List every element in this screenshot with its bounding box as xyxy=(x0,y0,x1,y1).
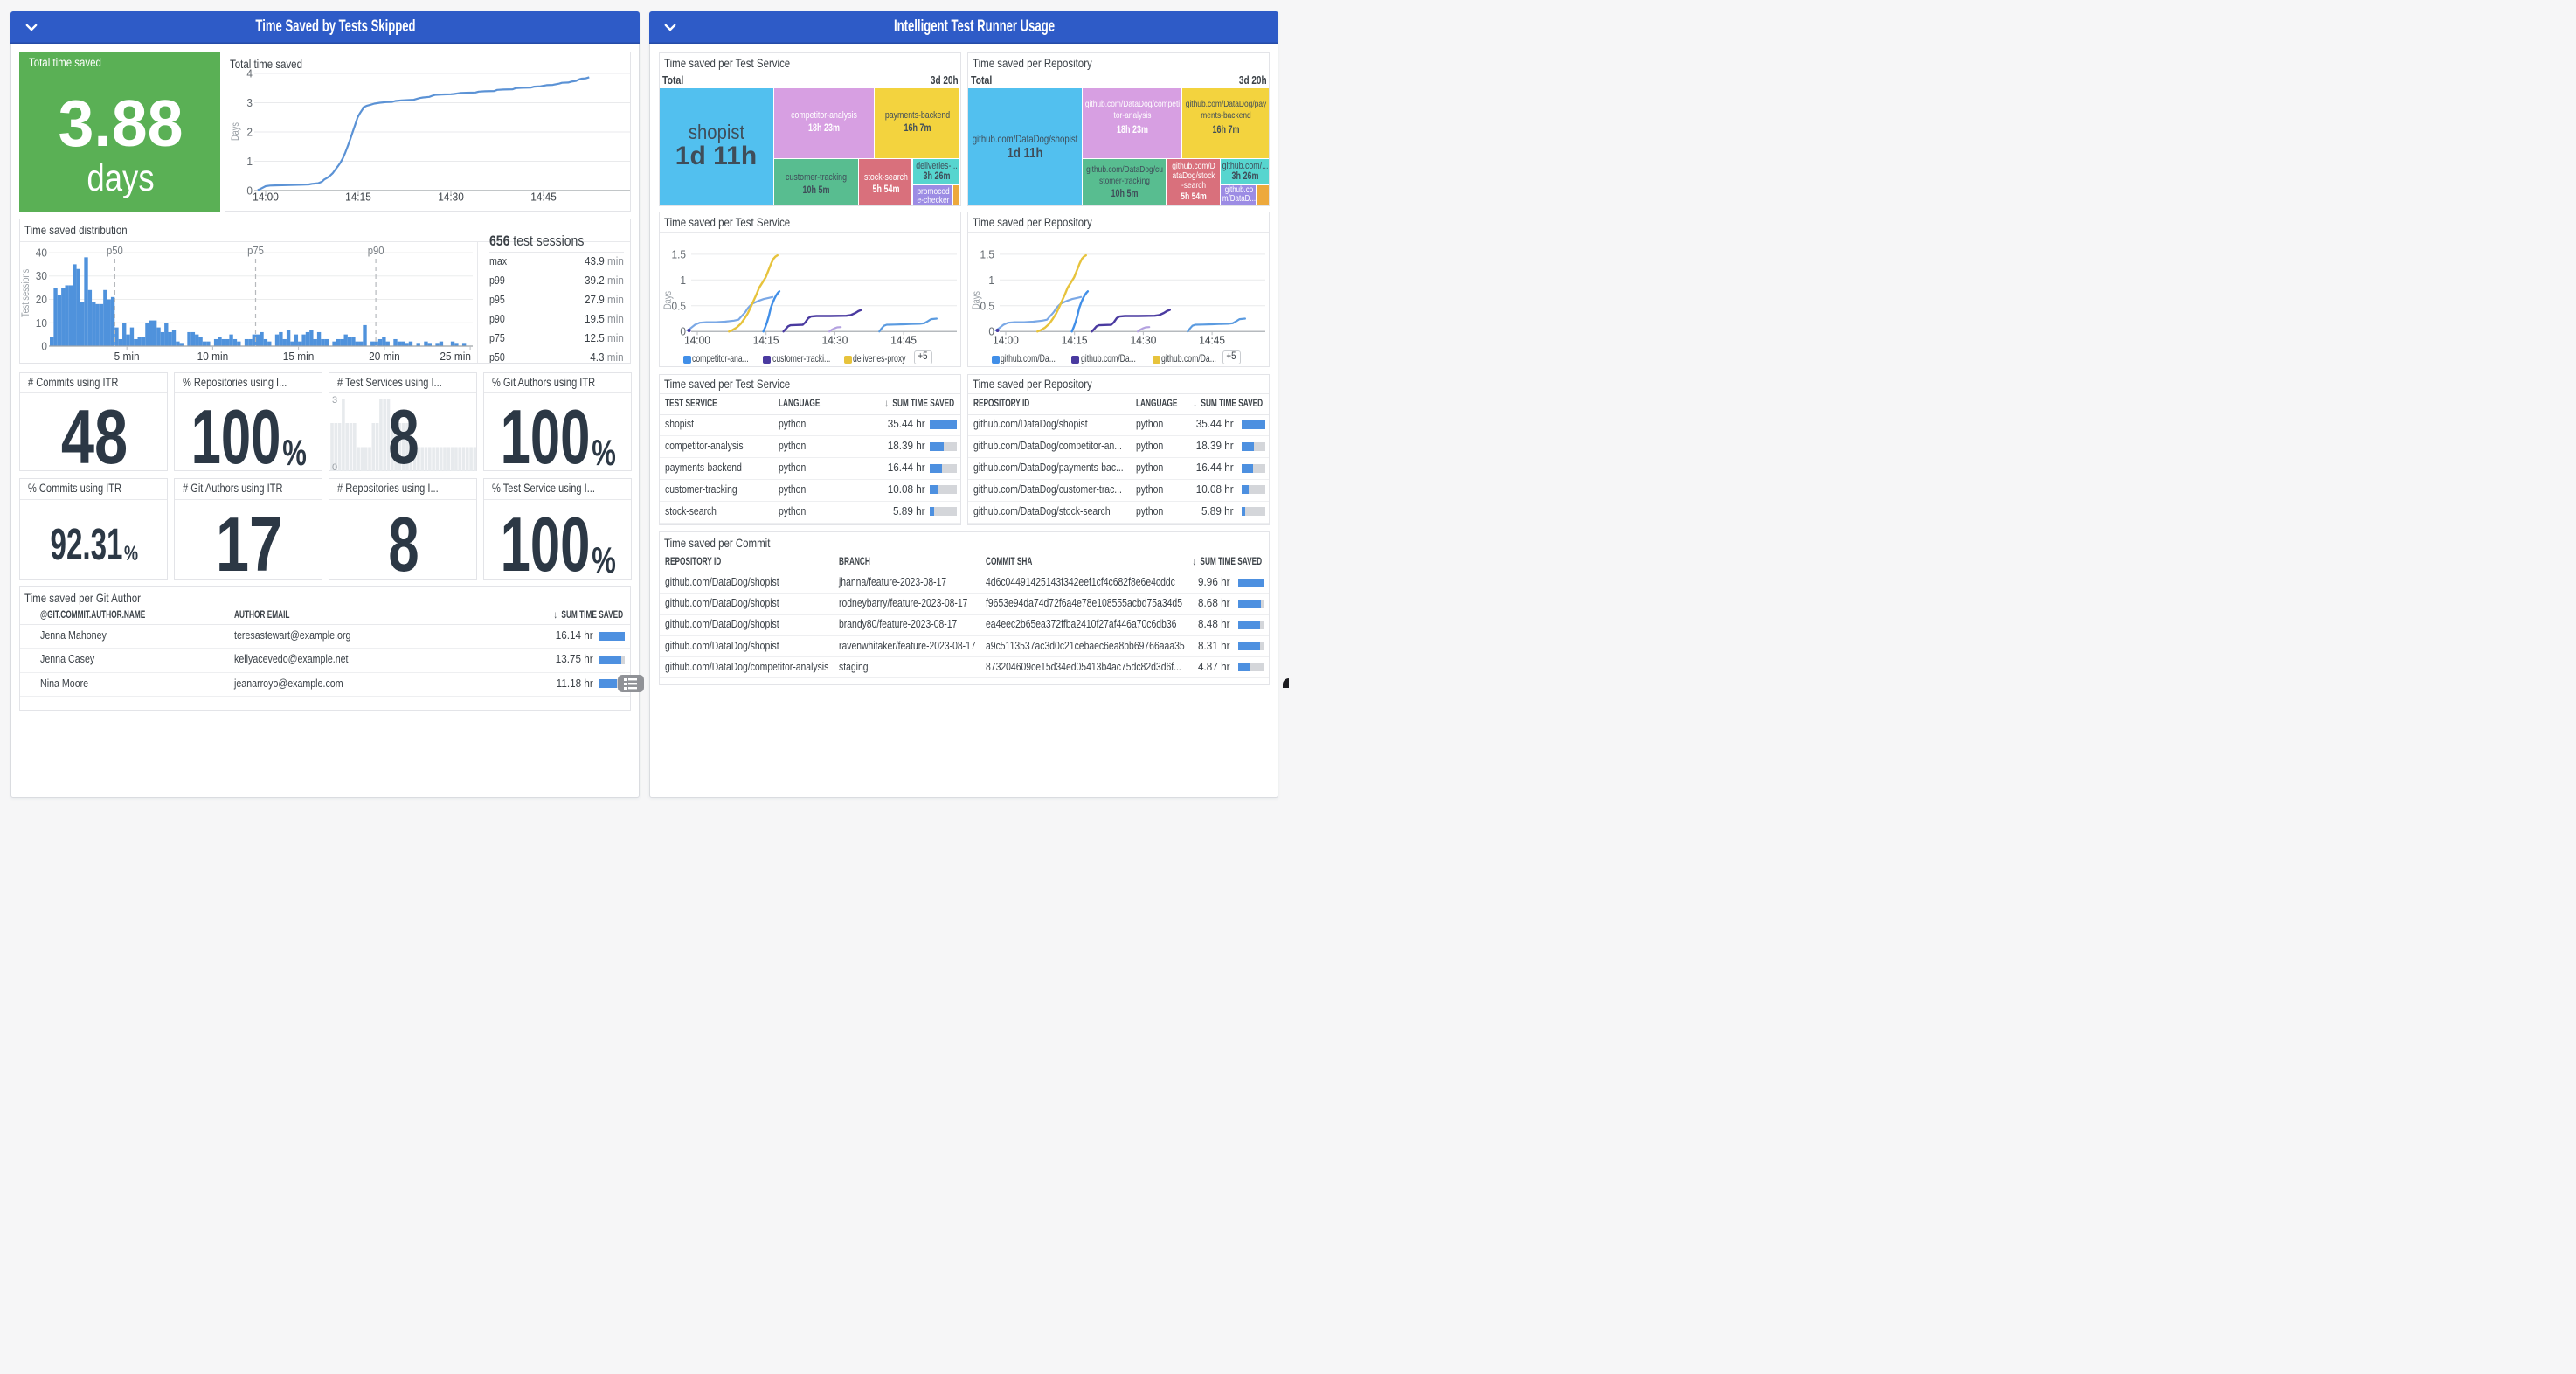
svg-text:20 min: 20 min xyxy=(369,350,400,363)
svg-text:1: 1 xyxy=(680,274,686,287)
svg-text:14:15: 14:15 xyxy=(752,335,779,347)
svg-text:p75: p75 xyxy=(247,245,264,257)
svg-text:5 min: 5 min xyxy=(114,350,140,363)
svg-text:1: 1 xyxy=(246,156,253,168)
svg-text:0: 0 xyxy=(246,184,253,197)
svg-text:0: 0 xyxy=(41,340,47,352)
svg-text:3: 3 xyxy=(332,395,337,406)
svg-text:0: 0 xyxy=(680,326,686,338)
svg-text:20: 20 xyxy=(36,294,47,306)
svg-text:14:30: 14:30 xyxy=(821,335,848,347)
svg-text:0: 0 xyxy=(332,462,337,473)
svg-text:15 min: 15 min xyxy=(283,350,315,363)
svg-text:4: 4 xyxy=(246,67,253,80)
svg-text:14:00: 14:00 xyxy=(253,191,279,203)
svg-text:1: 1 xyxy=(988,274,994,287)
svg-text:2: 2 xyxy=(246,126,253,138)
svg-text:1.5: 1.5 xyxy=(980,248,994,260)
svg-text:14:15: 14:15 xyxy=(1061,335,1087,347)
svg-text:14:00: 14:00 xyxy=(993,335,1019,347)
svg-text:0: 0 xyxy=(988,326,994,338)
svg-text:p50: p50 xyxy=(107,245,123,257)
svg-text:14:30: 14:30 xyxy=(438,191,464,203)
svg-text:14:45: 14:45 xyxy=(530,191,557,203)
svg-text:0.5: 0.5 xyxy=(980,300,994,312)
svg-text:30: 30 xyxy=(36,270,47,282)
svg-text:10: 10 xyxy=(36,316,47,329)
svg-text:25 min: 25 min xyxy=(440,350,471,363)
svg-text:3: 3 xyxy=(246,97,253,109)
svg-text:0.5: 0.5 xyxy=(671,300,686,312)
svg-text:14:45: 14:45 xyxy=(890,335,917,347)
svg-text:p90: p90 xyxy=(368,245,384,257)
svg-text:40: 40 xyxy=(36,246,47,259)
svg-text:1.5: 1.5 xyxy=(671,248,686,260)
svg-text:10 min: 10 min xyxy=(197,350,229,363)
svg-text:14:30: 14:30 xyxy=(1130,335,1156,347)
svg-text:14:15: 14:15 xyxy=(345,191,371,203)
svg-text:14:45: 14:45 xyxy=(1199,335,1225,347)
svg-text:14:00: 14:00 xyxy=(684,335,710,347)
